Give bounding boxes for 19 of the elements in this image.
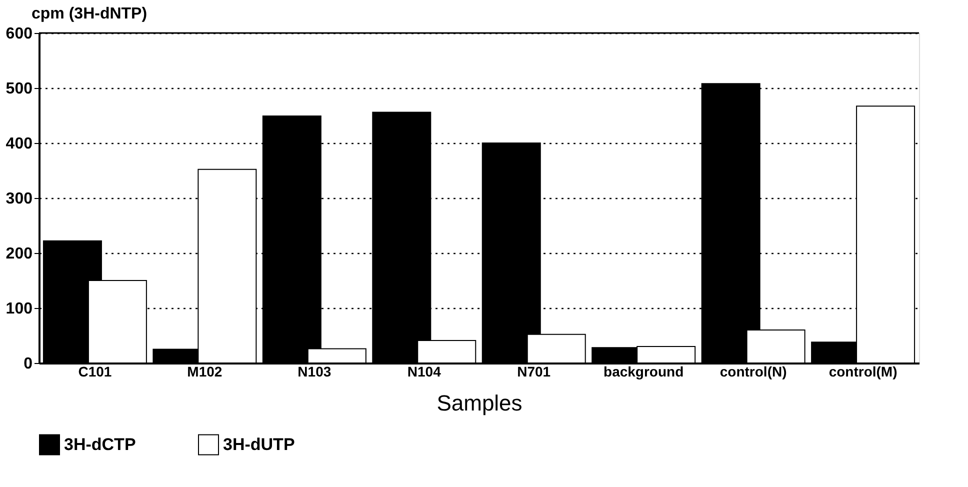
x-tick-label: N104 <box>407 364 442 380</box>
x-tick-label: control(N) <box>720 364 787 380</box>
x-tick-label: control(M) <box>828 364 898 380</box>
x-tick-label: N701 <box>517 364 551 380</box>
y-tick-label: 100 <box>6 300 33 318</box>
x-tick-label: C101 <box>78 364 112 380</box>
y-tick-label: 200 <box>6 246 33 262</box>
x-tick-label: M102 <box>187 364 222 380</box>
y-tick-label: 600 <box>6 26 33 42</box>
x-axis-title: Samples <box>436 390 522 416</box>
x-tick-label: background <box>604 364 684 380</box>
y-tick-label: 0 <box>24 356 33 372</box>
y-tick-label: 500 <box>6 80 33 98</box>
x-tick-label: N103 <box>298 364 332 380</box>
legend-label: 3H-dUTP <box>223 434 295 454</box>
y-tick-label: 400 <box>6 136 33 152</box>
legend-label: 3H-dCTP <box>64 434 136 454</box>
y-tick-label: 300 <box>6 190 33 208</box>
y-axis-title: cpm (3H-dNTP) <box>32 6 148 22</box>
